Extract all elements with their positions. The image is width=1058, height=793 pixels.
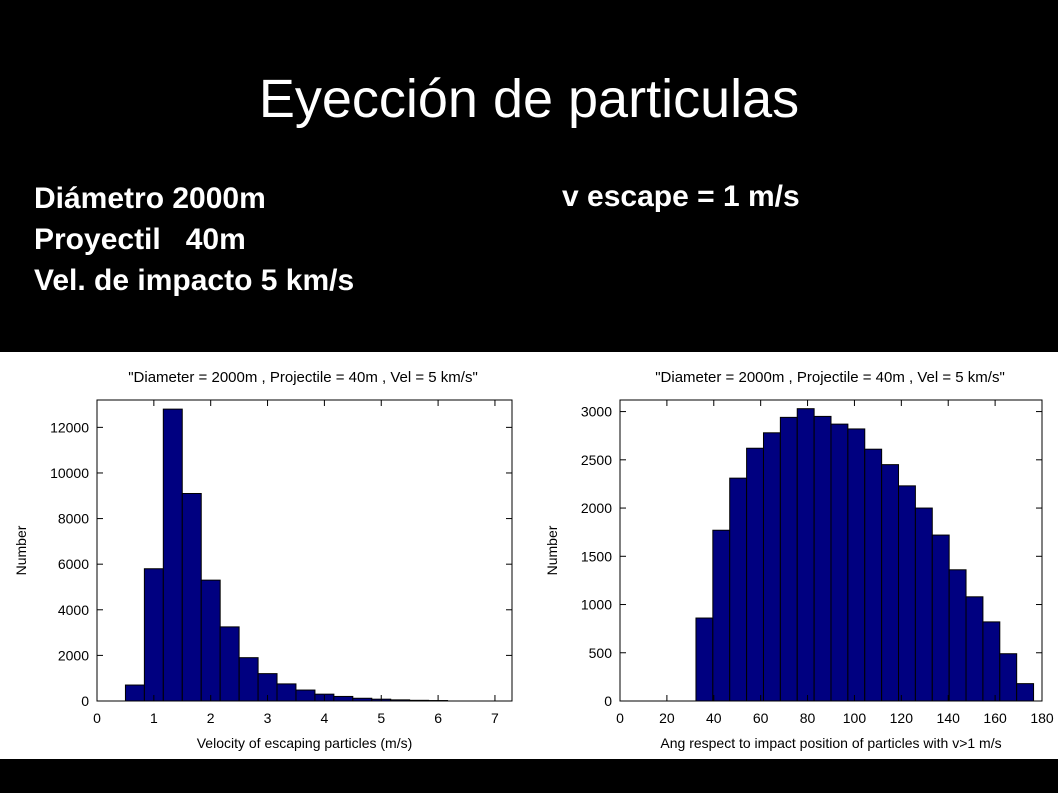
y-tick-label: 2500	[581, 452, 612, 468]
plot-frame	[619, 399, 1043, 702]
bar	[999, 653, 1018, 702]
x-tick-label: 60	[753, 710, 769, 726]
x-tick-label: 0	[616, 710, 624, 726]
y-axis-label: Number	[13, 525, 29, 575]
bar	[813, 415, 832, 702]
bar	[295, 689, 316, 702]
bar	[1016, 683, 1035, 702]
bar	[982, 621, 1001, 702]
bar	[948, 569, 967, 702]
angle-histogram-panel: 0 20 40 60 80 100 120 140 160 180 0 500 1000 1500 2000…	[530, 352, 1058, 759]
simulation-parameters: Diámetro 2000m Proyectil 40m Vel. de imp…	[34, 178, 354, 301]
angle-histogram-chart: 0 20 40 60 80 100 120 140 160 180 0 500 1000 1500 2000…	[544, 369, 1054, 751]
velocity-histogram-panel: 0 1 2 3 4 5 6 7 0 2000 4000 6000 8000 10000 12000 "Diam…	[0, 352, 530, 759]
velocity-histogram-chart: 0 1 2 3 4 5 6 7 0 2000 4000 6000 8000 10000 12000 "Diam…	[13, 369, 513, 751]
x-tick-label: 20	[659, 710, 675, 726]
y-tick-label: 12000	[50, 419, 89, 435]
param-diameter: Diámetro 2000m	[34, 182, 266, 215]
bar	[124, 684, 145, 702]
bar	[965, 596, 984, 702]
bar	[931, 534, 950, 702]
bar	[746, 447, 764, 702]
x-tick-label: 7	[491, 710, 499, 726]
chart-title: "Diameter = 2000m , Projectile = 40m , V…	[655, 369, 1005, 386]
x-axis-label: Ang respect to impact position of partic…	[660, 735, 1001, 751]
y-tick-label: 1000	[581, 597, 612, 613]
bar	[333, 695, 354, 702]
bar	[695, 617, 714, 702]
x-tick-label: 5	[377, 710, 385, 726]
x-tick-label: 160	[983, 710, 1007, 726]
x-tick-label: 140	[937, 710, 961, 726]
bar	[779, 416, 798, 702]
bar	[712, 529, 731, 702]
bar	[238, 657, 259, 702]
plot-frame	[96, 399, 513, 702]
y-tick-label: 0	[604, 693, 612, 709]
y-tick-label: 4000	[58, 602, 89, 618]
chart-group: 0 20 40 60 80 100 120 140 160 180 0 500 1000 1500 2000…	[544, 369, 1054, 751]
y-tick-label: 1500	[581, 548, 612, 564]
y-tick-label: 500	[589, 645, 613, 661]
bar	[847, 428, 866, 702]
bar	[729, 477, 748, 702]
bar	[219, 626, 240, 702]
y-tick-label: 10000	[50, 465, 89, 481]
x-tick-label: 100	[843, 710, 867, 726]
x-tick-label: 120	[890, 710, 914, 726]
bar	[864, 448, 883, 702]
y-tick-label: 3000	[581, 404, 612, 420]
bar	[200, 579, 221, 702]
slide-title: Eyección de particulas	[258, 69, 800, 129]
y-tick-label: 6000	[58, 556, 89, 572]
chart-title: "Diameter = 2000m , Projectile = 40m , V…	[128, 369, 478, 386]
bar	[914, 507, 933, 702]
param-impact-velocity: Vel. de impacto 5 km/s	[34, 264, 355, 297]
x-tick-label: 80	[800, 710, 816, 726]
bar	[762, 432, 781, 702]
x-tick-label: 6	[434, 710, 442, 726]
y-tick-label: 2000	[58, 647, 89, 663]
x-tick-label: 2	[207, 710, 215, 726]
bar	[276, 683, 297, 702]
bar	[143, 568, 164, 702]
y-tick-label: 0	[81, 693, 89, 709]
escape-velocity-label: v escape = 1 m/s	[562, 180, 800, 213]
x-tick-label: 1	[150, 710, 158, 726]
x-tick-label: 40	[706, 710, 722, 726]
bar	[881, 464, 900, 702]
y-axis-label: Number	[544, 525, 560, 575]
x-tick-label: 3	[264, 710, 272, 726]
bar	[796, 408, 815, 702]
y-tick-label: 2000	[581, 500, 612, 516]
bar	[898, 485, 916, 702]
bar	[162, 408, 183, 702]
bar	[830, 423, 849, 702]
x-axis-label: Velocity of escaping particles (m/s)	[197, 735, 413, 751]
param-projectile: Proyectil 40m	[34, 223, 246, 256]
chart-group: 0 1 2 3 4 5 6 7 0 2000 4000 6000 8000 10000 12000 "Diam…	[13, 369, 513, 751]
x-tick-label: 4	[320, 710, 328, 726]
y-tick-label: 8000	[58, 511, 89, 527]
x-tick-label: 0	[93, 710, 101, 726]
x-tick-label: 180	[1030, 710, 1054, 726]
bar	[181, 492, 202, 702]
